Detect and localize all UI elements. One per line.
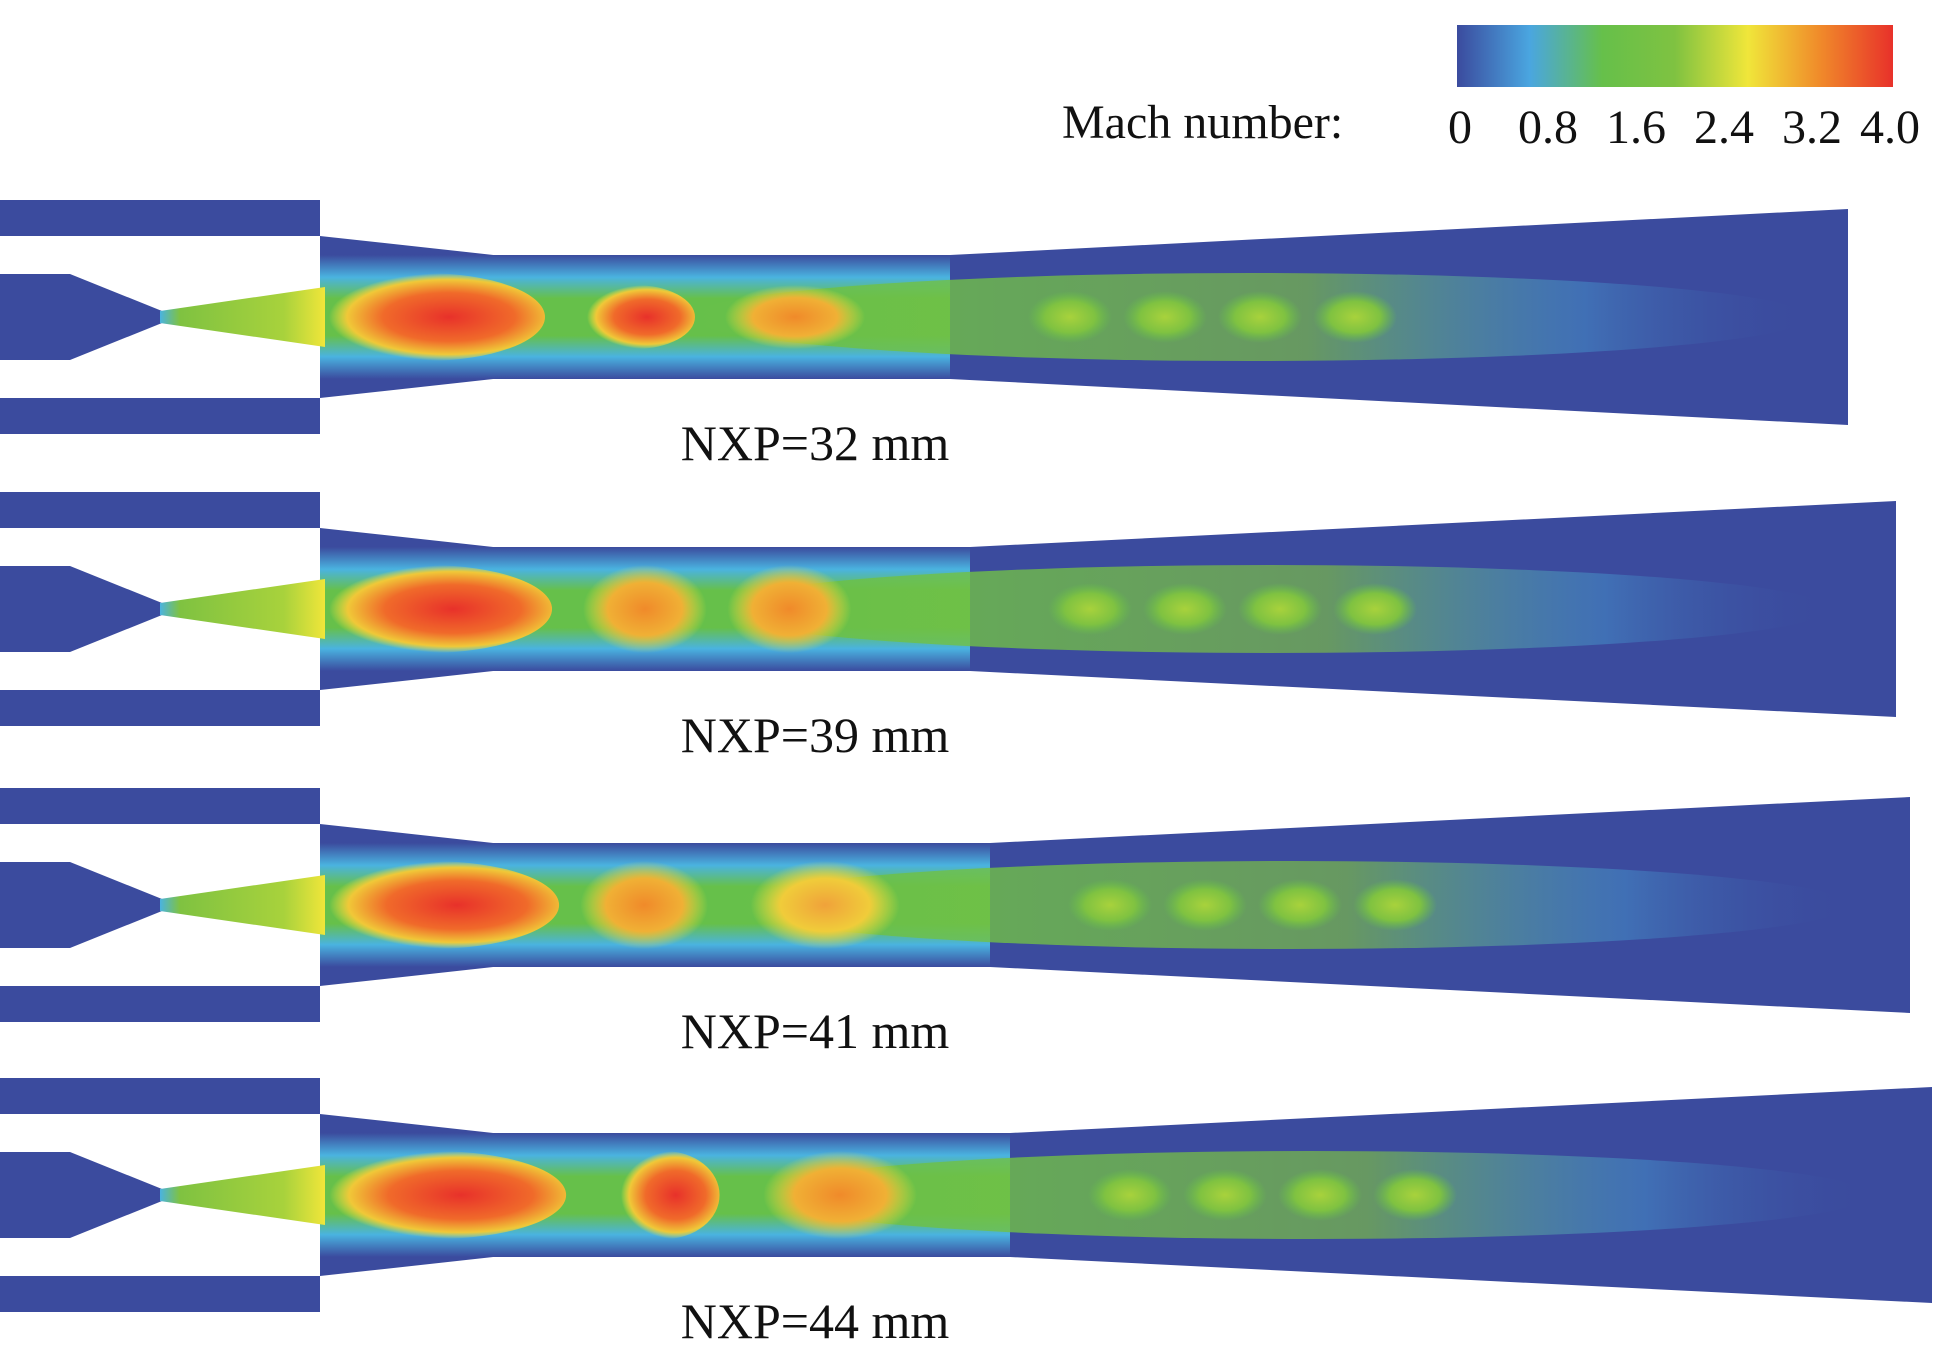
panel-label: NXP=32 mm bbox=[681, 415, 950, 471]
diffuser-cell bbox=[1238, 583, 1322, 635]
primary-nozzle bbox=[0, 862, 162, 948]
diffuser-cell bbox=[1258, 879, 1342, 931]
outer-wall-top bbox=[0, 492, 320, 528]
colorbar-tick: 4.0 bbox=[1860, 101, 1920, 154]
colorbar-gradient bbox=[1457, 25, 1893, 87]
colorbar-label: Mach number: bbox=[1062, 96, 1343, 149]
diffuser-cell bbox=[1068, 879, 1152, 931]
contour-panel: NXP=39 mm bbox=[0, 492, 1896, 763]
outer-wall-top bbox=[0, 1078, 320, 1114]
diffuser-cell bbox=[1088, 1169, 1172, 1221]
panel-label: NXP=39 mm bbox=[681, 707, 950, 763]
diffuser-cell bbox=[1183, 1169, 1267, 1221]
nozzle-jet bbox=[160, 287, 325, 347]
shock-cell bbox=[727, 565, 852, 653]
panel-label: NXP=44 mm bbox=[681, 1293, 950, 1349]
primary-nozzle bbox=[0, 274, 162, 360]
diffuser-cell bbox=[1163, 879, 1247, 931]
shock-cell bbox=[303, 1151, 567, 1239]
diffuser-cell bbox=[1028, 291, 1112, 343]
shock-cell bbox=[763, 1151, 917, 1239]
diffuser-cell bbox=[1353, 879, 1437, 931]
colorbar-tick: 2.4 bbox=[1694, 101, 1754, 154]
shock-cell bbox=[304, 565, 553, 653]
nozzle-jet bbox=[160, 579, 325, 639]
outer-wall-bottom bbox=[0, 1276, 320, 1312]
outer-wall-bottom bbox=[0, 398, 320, 434]
colorbar-tick: 0 bbox=[1448, 101, 1472, 154]
shock-cell bbox=[303, 861, 560, 949]
contour-panel: NXP=41 mm bbox=[0, 788, 1910, 1059]
shock-cell bbox=[609, 1151, 720, 1239]
colorbar-tick: 3.2 bbox=[1782, 101, 1842, 154]
outer-wall-top bbox=[0, 200, 320, 236]
outer-wall-bottom bbox=[0, 690, 320, 726]
colorbar: Mach number: 0 0.8 1.6 2.4 3.2 4.0 bbox=[1062, 25, 1920, 154]
nozzle-jet bbox=[160, 1165, 325, 1225]
contour-panel: NXP=44 mm bbox=[0, 1078, 1932, 1349]
shock-cell bbox=[583, 565, 707, 653]
shock-cell bbox=[305, 273, 545, 361]
contour-panels: NXP=32 mm NXP=39 mm NXP=41 mm NXP=44 mm bbox=[0, 200, 1932, 1349]
outer-wall-top bbox=[0, 788, 320, 824]
contour-panel: NXP=32 mm bbox=[0, 200, 1848, 471]
colorbar-tick: 1.6 bbox=[1606, 101, 1666, 154]
diffuser-cell bbox=[1123, 291, 1207, 343]
colorbar-tick: 0.8 bbox=[1518, 101, 1578, 154]
outer-wall-bottom bbox=[0, 986, 320, 1022]
shock-cell bbox=[580, 861, 709, 949]
nozzle-jet bbox=[160, 875, 325, 935]
shock-cell bbox=[725, 285, 865, 349]
diffuser-cell bbox=[1373, 1169, 1457, 1221]
diffuser-cell bbox=[1333, 583, 1417, 635]
diffuser-cell bbox=[1048, 583, 1132, 635]
diffuser-cell bbox=[1278, 1169, 1362, 1221]
panel-label: NXP=41 mm bbox=[681, 1003, 950, 1059]
shock-cell bbox=[750, 861, 900, 949]
shock-cell bbox=[575, 285, 695, 349]
diffuser-cell bbox=[1313, 291, 1397, 343]
diffuser-cell bbox=[1218, 291, 1302, 343]
diffuser-cell bbox=[1143, 583, 1227, 635]
primary-nozzle bbox=[0, 1152, 162, 1238]
primary-nozzle bbox=[0, 566, 162, 652]
